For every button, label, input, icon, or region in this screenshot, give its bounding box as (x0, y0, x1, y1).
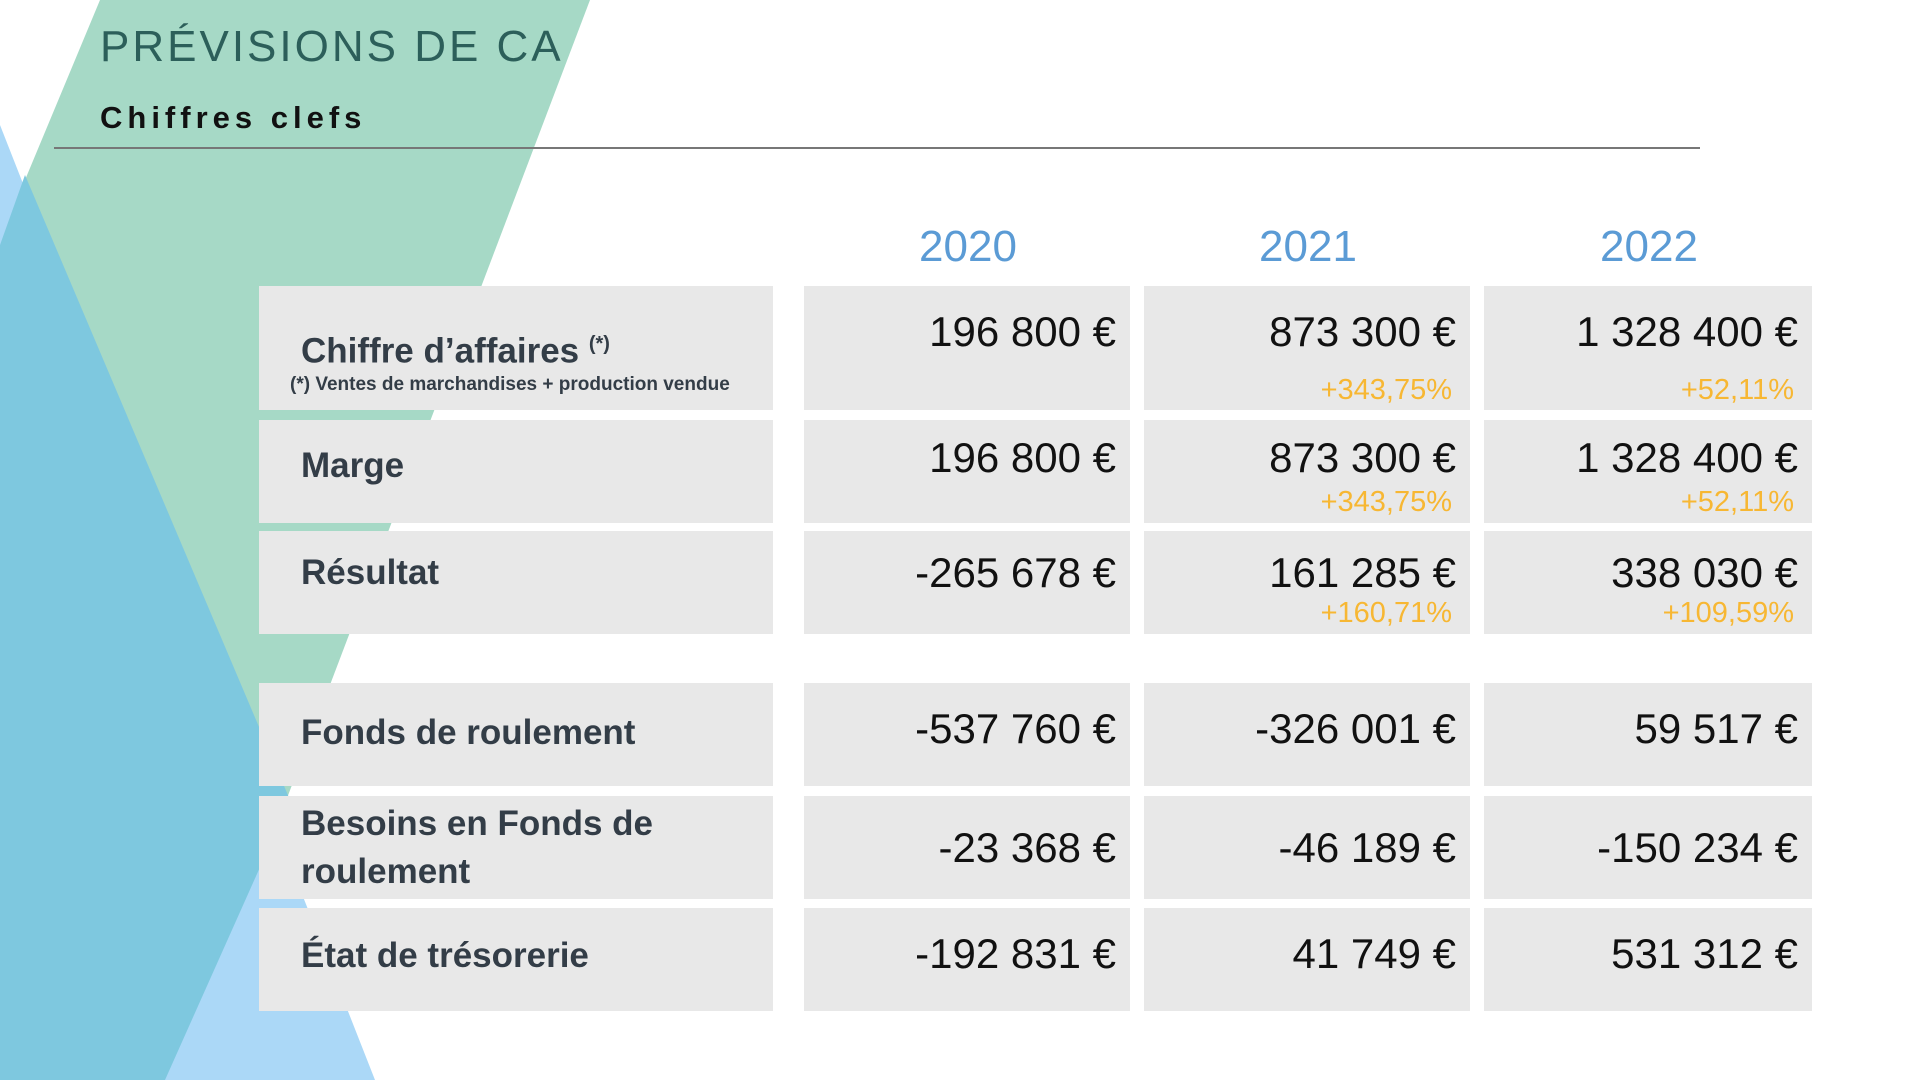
value: 161 285 € (1269, 549, 1456, 596)
value: -46 189 € (1278, 824, 1456, 871)
value: 196 800 € (929, 434, 1116, 481)
value: 338 030 € (1611, 549, 1798, 596)
value: 873 300 € (1269, 308, 1456, 355)
blue-triangle-shape (0, 175, 290, 1080)
value-cell-2020: 196 800 € (804, 420, 1130, 523)
row-label-etat-de-tresorerie: État de trésorerie (259, 908, 773, 1011)
year-header-2022: 2022 (1600, 222, 1698, 271)
row-label-text: Fonds de roulement (301, 713, 636, 752)
value-cell-2022: 531 312 € (1484, 908, 1812, 1011)
row-label-resultat: Résultat (259, 531, 773, 634)
growth-percent: +343,75% (1320, 374, 1452, 406)
value: -326 001 € (1255, 705, 1456, 752)
value: 1 328 400 € (1576, 308, 1798, 355)
row-label-text: Résultat (301, 553, 440, 592)
footnote-text: (*) Ventes de marchandises + production … (290, 374, 730, 395)
title-divider (54, 147, 1700, 149)
growth-percent: +52,11% (1680, 486, 1794, 518)
growth-percent: +160,71% (1320, 597, 1452, 629)
value: -150 234 € (1597, 824, 1798, 871)
row-label-text: État de trésorerie (301, 936, 589, 975)
value: 1 328 400 € (1576, 434, 1798, 481)
row-label-text: Chiffre d’affaires (301, 331, 580, 371)
growth-percent: +109,59% (1662, 597, 1794, 629)
value-cell-2022: 1 328 400 € +52,11% (1484, 420, 1812, 523)
value-cell-2020: -23 368 € (804, 796, 1130, 899)
value-cell-2020: -537 760 € (804, 683, 1130, 786)
footnote-marker: (*) (588, 333, 610, 355)
row-label-fonds-de-roulement: Fonds de roulement (259, 683, 773, 786)
value: 59 517 € (1634, 705, 1799, 752)
value: -265 678 € (915, 549, 1116, 596)
value: 531 312 € (1611, 930, 1798, 977)
row-label-besoins-en-fonds-de-roulement: Besoins en Fonds de roulement (259, 796, 773, 899)
growth-percent: +52,11% (1680, 374, 1794, 406)
page-subtitle: Chiffres clefs (100, 100, 367, 135)
value-cell-2021: 873 300 € +343,75% (1144, 286, 1470, 410)
row-label-marge: Marge (259, 420, 773, 523)
year-header-2021: 2021 (1259, 222, 1357, 271)
value-cell-2020: -192 831 € (804, 908, 1130, 1011)
value: 196 800 € (929, 308, 1116, 355)
growth-percent: +343,75% (1320, 486, 1452, 518)
value-cell-2021: 41 749 € (1144, 908, 1470, 1011)
value: -537 760 € (915, 705, 1116, 752)
value-cell-2022: -150 234 € (1484, 796, 1812, 899)
value-cell-2020: -265 678 € (804, 531, 1130, 634)
value-cell-2021: 873 300 € +343,75% (1144, 420, 1470, 523)
value: 873 300 € (1269, 434, 1456, 481)
value-cell-2022: 59 517 € (1484, 683, 1812, 786)
row-label-chiffre-affaires: Chiffre d’affaires (*) (*) Ventes de mar… (259, 286, 773, 410)
value: -23 368 € (938, 824, 1116, 871)
value-cell-2021: 161 285 € +160,71% (1144, 531, 1470, 634)
value-cell-2021: -46 189 € (1144, 796, 1470, 899)
row-label-text: Marge (301, 446, 405, 485)
value: 41 749 € (1292, 930, 1457, 977)
row-label-line-1: Besoins en Fonds de (301, 804, 653, 843)
value: -192 831 € (915, 930, 1116, 977)
value-cell-2021: -326 001 € (1144, 683, 1470, 786)
value-cell-2022: 1 328 400 € +52,11% (1484, 286, 1812, 410)
year-header-2020: 2020 (919, 222, 1017, 271)
value-cell-2022: 338 030 € +109,59% (1484, 531, 1812, 634)
row-label-line-2: roulement (301, 852, 471, 891)
page-title: PRÉVISIONS DE CA (100, 22, 564, 71)
value-cell-2020: 196 800 € (804, 286, 1130, 410)
